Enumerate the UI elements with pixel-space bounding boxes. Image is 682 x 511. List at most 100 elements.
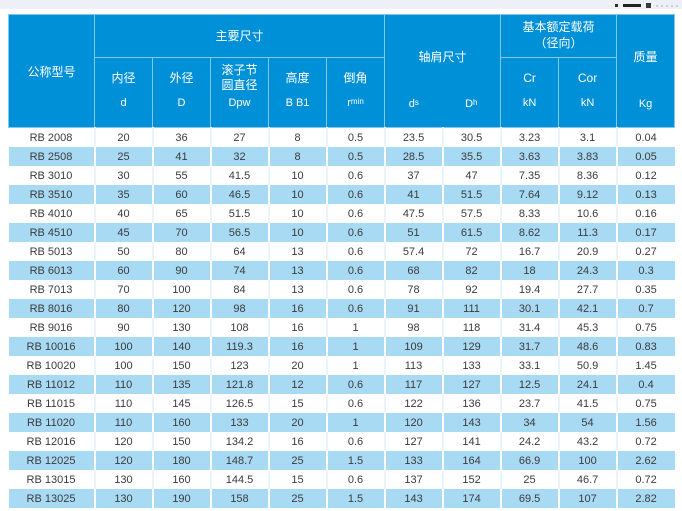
- value-cell: 111: [441, 299, 501, 318]
- value-cell: 80: [151, 242, 211, 261]
- value-cell: 127: [441, 375, 501, 394]
- value-cell: 107: [557, 489, 617, 508]
- value-cell: 0.27: [615, 242, 675, 261]
- value-cell: 2.82: [615, 489, 675, 508]
- model-cell: RB 4010: [8, 204, 95, 223]
- model-cell: RB 11015: [8, 394, 95, 413]
- value-cell: 133: [209, 413, 269, 432]
- symbol-D: D: [177, 97, 186, 110]
- value-cell: 160: [151, 470, 211, 489]
- value-cell: 8.62: [499, 223, 559, 242]
- model-cell: RB 12025: [8, 451, 95, 470]
- value-cell: 51: [383, 223, 443, 242]
- value-cell: 108: [209, 318, 269, 337]
- table-row: RB 2508 25 41 32 8 0.5 28.5 35.5 3.63 3.83 0.05: [8, 147, 675, 166]
- value-cell: 118: [441, 318, 501, 337]
- value-cell: 74: [209, 261, 269, 280]
- header-outer-diameter: 外径 D: [152, 56, 211, 129]
- value-cell: 84: [209, 280, 269, 299]
- value-cell: 8: [267, 127, 327, 147]
- value-cell: 144.5: [209, 470, 269, 489]
- value-cell: 143: [441, 413, 501, 432]
- value-cell: 25: [499, 470, 559, 489]
- value-cell: 23.7: [499, 394, 559, 413]
- value-cell: 41: [151, 147, 211, 166]
- header-shoulder-label: 轴肩尺寸: [418, 50, 467, 64]
- table-row: RB 4010 40 65 51.5 10 0.6 47.5 57.5 8.33 10.6 0.16: [8, 204, 675, 223]
- value-cell: 0.6: [325, 375, 385, 394]
- value-cell: 0.72: [615, 432, 675, 451]
- value-cell: 23.5: [383, 127, 443, 147]
- value-cell: 120: [383, 413, 443, 432]
- value-cell: 46.7: [557, 470, 617, 489]
- table-row: RB 6013 60 90 74 13 0.6 68 82 18 24.3 0.3: [8, 261, 675, 280]
- value-cell: 55: [151, 166, 211, 185]
- value-cell: 1: [325, 356, 385, 375]
- header-rated-load-line2: （径向）: [534, 35, 583, 50]
- value-cell: 3.1: [557, 127, 617, 147]
- value-cell: 1: [325, 318, 385, 337]
- value-cell: 47.5: [383, 204, 443, 223]
- value-cell: 164: [441, 451, 501, 470]
- value-cell: 20: [267, 356, 327, 375]
- table-row: RB 8016 80 120 98 16 0.6 91 111 30.1 42.1 0.7: [8, 299, 675, 318]
- value-cell: 31.4: [499, 318, 559, 337]
- value-cell: 110: [93, 394, 153, 413]
- value-cell: 126.5: [209, 394, 269, 413]
- value-cell: 10: [267, 166, 327, 185]
- value-cell: 0.6: [325, 261, 385, 280]
- value-cell: 37: [383, 166, 443, 185]
- model-cell: RB 2508: [8, 147, 95, 166]
- value-cell: 10.6: [557, 204, 617, 223]
- value-cell: 32: [209, 147, 269, 166]
- value-cell: 0.5: [325, 127, 385, 147]
- value-cell: 174: [441, 489, 501, 508]
- value-cell: 121.8: [209, 375, 269, 394]
- header-rated-load: 基本额定载荷 （径向）: [500, 14, 618, 58]
- value-cell: 60: [151, 185, 211, 204]
- table-row: RB 12025 120 180 148.7 25 1.5 133 164 66.9 100 2.6…: [8, 451, 675, 470]
- value-cell: 30.5: [441, 127, 501, 147]
- value-cell: 3.63: [499, 147, 559, 166]
- value-cell: 10: [267, 204, 327, 223]
- value-cell: 120: [93, 432, 153, 451]
- cor-label: Cor: [577, 70, 598, 85]
- symbol-B-B1: B B1: [285, 97, 310, 110]
- model-cell: RB 13015: [8, 470, 95, 489]
- model-cell: RB 5013: [8, 242, 95, 261]
- value-cell: 100: [151, 280, 211, 299]
- cropped-top-fragment: [614, 1, 682, 9]
- value-cell: 16: [267, 299, 327, 318]
- header-model-label: 公称型号: [27, 64, 76, 79]
- value-cell: 127: [383, 432, 443, 451]
- value-cell: 60: [93, 261, 153, 280]
- model-cell: RB 11020: [8, 413, 95, 432]
- value-cell: 130: [93, 470, 153, 489]
- value-cell: 30: [93, 166, 153, 185]
- header-rated-load-line1: 基本额定载荷: [522, 20, 595, 35]
- model-cell: RB 12016: [8, 432, 95, 451]
- value-cell: 0.7: [615, 299, 675, 318]
- value-cell: 36: [151, 127, 211, 147]
- value-cell: 130: [151, 318, 211, 337]
- value-cell: 92: [441, 280, 501, 299]
- value-cell: 158: [209, 489, 269, 508]
- value-cell: 34: [499, 413, 559, 432]
- header-cor: Cor kN: [558, 56, 618, 129]
- table-row: RB 5013 50 80 64 13 0.6 57.4 72 16.7 20.9 0.27: [8, 242, 675, 261]
- value-cell: 42.1: [557, 299, 617, 318]
- table-row: RB 9016 90 130 108 16 1 98 118 31.4 45.3 0.75: [8, 318, 675, 337]
- value-cell: 0.13: [615, 185, 675, 204]
- header-main-dims: 主要尺寸: [93, 14, 386, 58]
- value-cell: 0.6: [325, 280, 385, 299]
- header-mass-label: 质量: [633, 50, 658, 64]
- value-cell: 160: [151, 413, 211, 432]
- value-cell: 10: [267, 223, 327, 242]
- value-cell: 90: [151, 261, 211, 280]
- value-cell: 47: [441, 166, 501, 185]
- value-cell: 0.6: [325, 394, 385, 413]
- value-cell: 24.3: [557, 261, 617, 280]
